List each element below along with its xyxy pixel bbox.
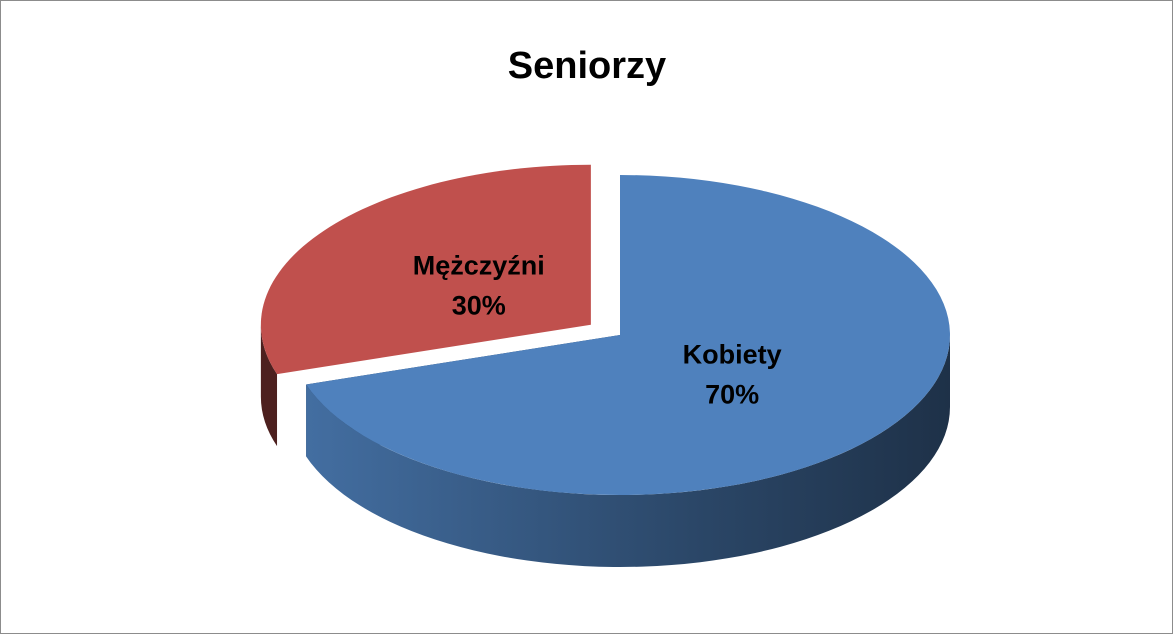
slice-value-label: 30% [452, 290, 506, 320]
slice-label: Kobiety [683, 340, 782, 370]
slice-value-label: 70% [705, 380, 759, 410]
slice-label: Mężczyźni [413, 250, 545, 280]
slice-side [306, 335, 950, 567]
slice-side [260, 324, 278, 447]
pie-slice [260, 164, 591, 375]
pie-slice [306, 174, 951, 495]
chart-title: Seniorzy [508, 45, 666, 87]
